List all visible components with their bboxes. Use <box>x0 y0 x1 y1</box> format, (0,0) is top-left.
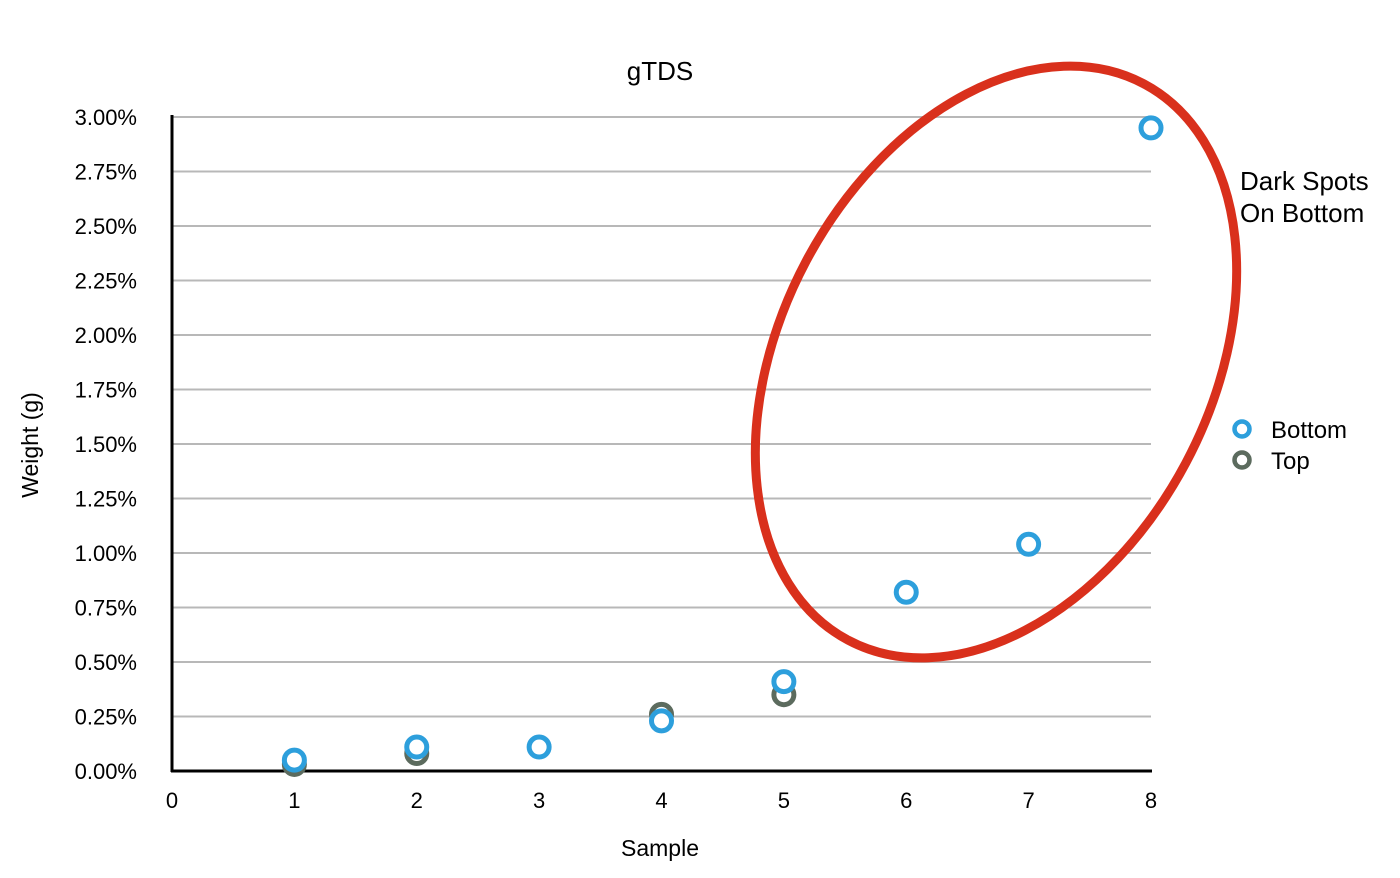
point-bottom <box>1016 531 1042 557</box>
series-bottom-points <box>281 115 1164 773</box>
legend: Bottom Top <box>1232 417 1347 475</box>
y-tick-label: 1.75% <box>75 378 137 403</box>
point-bottom <box>281 747 307 773</box>
y-tick-label: 1.50% <box>75 432 137 457</box>
x-axis-title: Sample <box>621 835 699 861</box>
y-tick-label: 0.50% <box>75 650 137 675</box>
annotation-line-1: Dark Spots <box>1240 166 1369 196</box>
chart-title: gTDS <box>627 56 693 86</box>
x-tick-label: 8 <box>1145 788 1157 813</box>
x-tick-label: 5 <box>778 788 790 813</box>
y-tick-label: 2.00% <box>75 323 137 348</box>
annotation-line-2: On Bottom <box>1240 198 1364 228</box>
point-bottom <box>893 579 919 605</box>
point-bottom <box>404 734 430 760</box>
x-tick-label: 3 <box>533 788 545 813</box>
legend-marker-bottom <box>1232 419 1252 439</box>
x-tick-label: 7 <box>1023 788 1035 813</box>
point-bottom <box>649 708 674 734</box>
x-tick-label: 1 <box>288 788 300 813</box>
legend-label-top: Top <box>1271 448 1310 475</box>
y-tick-label: 1.00% <box>75 541 137 566</box>
x-tick-label: 6 <box>900 788 912 813</box>
series-top-points <box>281 682 797 777</box>
point-bottom <box>1138 115 1164 141</box>
gridlines <box>172 116 1151 718</box>
y-tick-label: 0.75% <box>75 596 137 621</box>
point-bottom <box>771 669 797 695</box>
x-tick-labels: 0 1 2 3 4 5 6 7 8 <box>166 788 1157 813</box>
point-bottom <box>526 734 552 760</box>
x-tick-label: 2 <box>411 788 423 813</box>
y-tick-label: 2.25% <box>75 269 137 294</box>
y-tick-label: 3.00% <box>75 105 137 130</box>
y-tick-labels: 0.00% 0.25% 0.50% 0.75% 1.00% 1.25% 1.50% 1.75%… <box>75 105 137 784</box>
y-tick-label: 2.50% <box>75 214 137 239</box>
x-tick-label: 4 <box>655 788 667 813</box>
axes <box>170 115 1152 773</box>
y-tick-label: 0.00% <box>75 759 137 784</box>
legend-marker-top <box>1232 450 1252 470</box>
y-tick-label: 1.25% <box>75 487 137 512</box>
y-tick-label: 2.75% <box>75 160 137 185</box>
legend-label-bottom: Bottom <box>1271 417 1347 444</box>
highlight-ellipse <box>750 61 1242 663</box>
y-axis-title: Weight (g) <box>17 392 43 498</box>
y-tick-label: 0.25% <box>75 705 137 730</box>
x-tick-label: 0 <box>166 788 178 813</box>
